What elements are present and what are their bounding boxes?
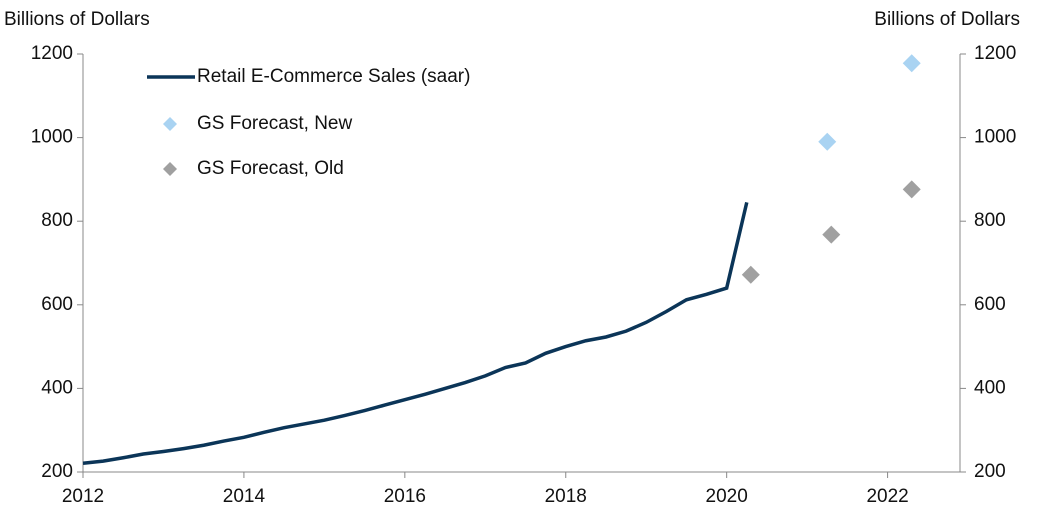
- legend-label: GS Forecast, New: [197, 113, 352, 134]
- y2-tick-label: 1000: [974, 127, 1016, 148]
- y-tick-label: 200: [41, 461, 73, 482]
- y2-tick-label: 600: [974, 294, 1006, 315]
- legend-swatch: [163, 117, 177, 131]
- forecast-point: [902, 54, 921, 73]
- x-tick-label: 2016: [384, 486, 426, 507]
- y2-tick-label: 800: [974, 210, 1006, 231]
- y2-tick-label: 400: [974, 377, 1006, 398]
- forecast-point: [741, 265, 760, 284]
- y-axis-label: Billions of Dollars: [4, 9, 150, 30]
- y2-axis-label: Billions of Dollars: [874, 9, 1020, 30]
- legend-swatch: [163, 162, 177, 176]
- x-tick-label: 2014: [223, 486, 266, 507]
- legend-label: GS Forecast, Old: [197, 158, 344, 179]
- line-series: [82, 201, 749, 465]
- x-tick-label: 2020: [706, 486, 748, 507]
- forecast-point: [902, 180, 921, 199]
- x-tick-label: 2012: [62, 486, 104, 507]
- y-tick-label: 1200: [31, 43, 73, 64]
- y-tick-label: 400: [41, 377, 73, 398]
- x-tick-label: 2018: [545, 486, 587, 507]
- legend-label: Retail E-Commerce Sales (saar): [197, 66, 470, 87]
- forecast-point: [822, 225, 841, 244]
- x-tick-label: 2022: [866, 486, 908, 507]
- y-tick-label: 600: [41, 294, 73, 315]
- forecast-point: [818, 132, 837, 151]
- y2-tick-label: 1200: [974, 43, 1016, 64]
- y-tick-label: 1000: [31, 127, 73, 148]
- y-tick-label: 800: [41, 210, 73, 231]
- y2-tick-label: 200: [974, 461, 1006, 482]
